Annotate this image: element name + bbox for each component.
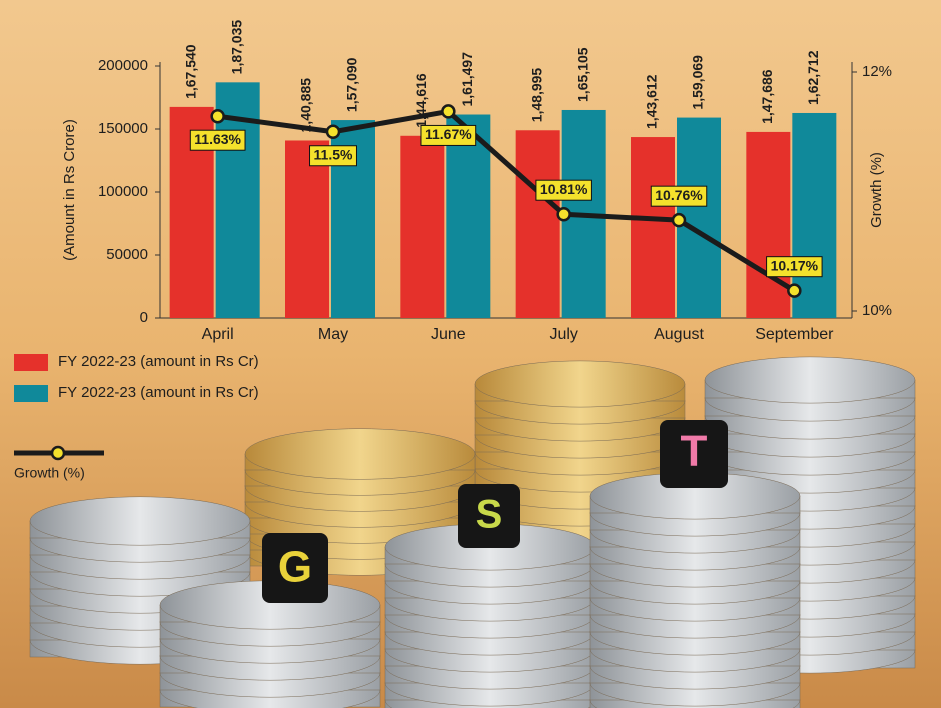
legend-swatch xyxy=(14,354,48,371)
coin xyxy=(29,496,251,546)
y-tick-label: 50000 xyxy=(106,246,148,263)
coin xyxy=(474,360,686,408)
legend-label: FY 2022-23 (amount in Rs Cr) xyxy=(58,384,259,401)
coin xyxy=(244,428,476,480)
growth-value-label: 11.5% xyxy=(314,146,353,162)
bar xyxy=(446,114,491,318)
x-tick-label: June xyxy=(431,326,466,343)
cube xyxy=(262,533,328,603)
legend-marker xyxy=(50,445,66,461)
x-tick-label: May xyxy=(318,326,348,343)
bar xyxy=(400,135,445,318)
growth-value-label: 11.63% xyxy=(194,131,241,147)
growth-label-box xyxy=(650,185,708,207)
coin-photo xyxy=(29,356,916,708)
growth-marker xyxy=(671,212,687,228)
bar-value-label: 1,59,069 xyxy=(690,55,706,110)
y2-tick-label: 12% xyxy=(862,63,892,80)
bar xyxy=(631,137,675,318)
bar-value-label: 1,65,105 xyxy=(574,47,590,102)
bar-value-label: 1,47,686 xyxy=(759,69,775,124)
cube-letter: T xyxy=(681,427,708,476)
bar-value-label: 1,62,712 xyxy=(805,50,821,105)
bar-value-label: 1,57,090 xyxy=(344,57,360,112)
growth-label-box xyxy=(309,145,357,167)
bar-value-label: 1,40,885 xyxy=(298,78,314,133)
bar-value-label: 1,67,540 xyxy=(182,44,198,99)
cube xyxy=(458,484,520,548)
plot: 0 50000 100000 150000 200000 10% 12% April May Ju… xyxy=(14,20,892,481)
growth-marker xyxy=(787,283,802,298)
legend-swatch xyxy=(14,385,48,402)
y-axis-label: (Amount in Rs Crore) xyxy=(61,119,78,261)
growth-value-label: 11.67% xyxy=(425,126,472,142)
growth-line xyxy=(217,108,796,293)
legend-label: Growth (%) xyxy=(14,465,85,481)
y-tick-label: 0 xyxy=(140,309,148,326)
cube xyxy=(660,420,728,488)
growth-label-box xyxy=(535,179,592,201)
growth-label: 10.81% xyxy=(535,179,592,201)
letter-cubes: G S T xyxy=(262,420,728,603)
growth-label: 10.76% xyxy=(650,185,708,207)
y-tick-label: 150000 xyxy=(98,120,148,137)
growth-label-box xyxy=(189,129,246,151)
bar xyxy=(285,140,329,318)
bar xyxy=(792,112,837,318)
growth-value-label: 10.81% xyxy=(540,181,588,197)
growth-label-box xyxy=(420,124,477,146)
bar-value-label: 1,61,497 xyxy=(459,52,475,107)
growth-label: 11.5% xyxy=(309,145,357,167)
legend-label: FY 2022-23 (amount in Rs Cr) xyxy=(58,353,259,370)
bar-value-label: 1,48,995 xyxy=(528,68,544,123)
growth-marker xyxy=(556,206,571,222)
growth-marker xyxy=(441,104,456,119)
x-tick-label: July xyxy=(549,326,577,343)
x-tick-label: April xyxy=(202,326,234,343)
y2-axis-label: Growth (%) xyxy=(868,152,885,228)
y-tick-label: 100000 xyxy=(98,183,148,200)
y-tick-label: 200000 xyxy=(98,57,148,74)
growth-value-label: 10.76% xyxy=(655,187,703,203)
x-tick-label: August xyxy=(654,326,704,343)
cube-letter: S xyxy=(476,493,503,537)
growth-label: 11.63% xyxy=(189,129,246,151)
bar-value-label: 1,43,612 xyxy=(644,74,660,129)
bar xyxy=(515,130,560,318)
bar-value-label: 1,87,035 xyxy=(228,20,244,75)
bar xyxy=(746,131,791,318)
x-tick-label: September xyxy=(755,326,834,343)
y2-tick-label: 10% xyxy=(862,302,892,319)
coin xyxy=(704,356,916,404)
cube-letter: G xyxy=(278,543,312,592)
growth-marker xyxy=(210,108,225,124)
growth-value-label: 10.17% xyxy=(771,257,819,273)
growth-marker xyxy=(325,124,341,139)
growth-label: 11.67% xyxy=(420,124,477,146)
growth-label: 10.17% xyxy=(766,256,823,278)
growth-label-box xyxy=(766,256,823,278)
